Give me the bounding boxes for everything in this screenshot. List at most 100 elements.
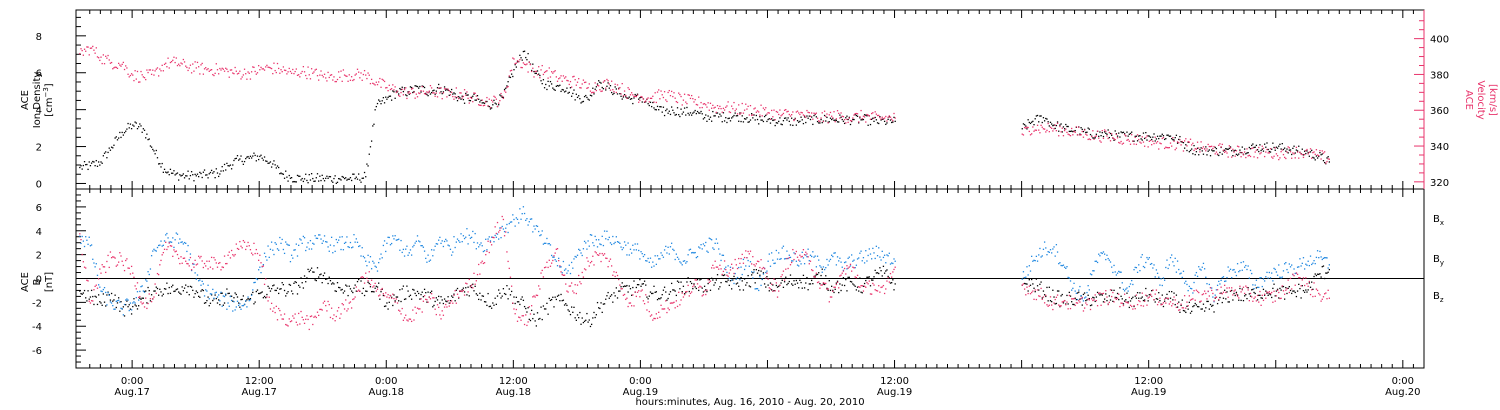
velocity-point (586, 87, 588, 89)
By-point (1129, 283, 1132, 285)
velocity-point (1125, 135, 1127, 137)
By-point (262, 264, 265, 266)
By-point (515, 217, 517, 219)
velocity-point (603, 80, 606, 82)
By-point (1309, 255, 1312, 257)
By-point (233, 301, 235, 303)
velocity-point (575, 84, 577, 86)
Bx-point (758, 269, 760, 272)
velocity-point (1021, 133, 1023, 135)
velocity-point (640, 95, 642, 98)
density-point (389, 95, 392, 97)
Bx-point (674, 290, 676, 292)
Bz-point (181, 262, 183, 264)
velocity-point (827, 122, 829, 124)
velocity-point (221, 67, 223, 69)
By-point (276, 248, 279, 250)
Bx-point (1126, 292, 1128, 294)
velocity-point (812, 118, 814, 120)
Bz-point (243, 241, 246, 243)
velocity-point (580, 87, 582, 89)
density-point (692, 112, 694, 114)
Bx-point (186, 291, 188, 294)
By-point (1158, 276, 1160, 278)
Bz-point (160, 259, 162, 262)
By-point (1100, 252, 1102, 254)
By-point (639, 258, 641, 260)
Bx-point (875, 272, 878, 274)
By-point (126, 298, 128, 300)
Bx-point (1220, 292, 1222, 294)
velocity-point (1049, 126, 1052, 128)
density-point (376, 102, 379, 105)
Bz-point (650, 314, 653, 316)
density-point (139, 123, 141, 125)
density-point (80, 165, 82, 167)
density-point (1195, 151, 1198, 153)
Bx-point (1094, 300, 1096, 303)
Bz-point (434, 308, 436, 310)
Bx-point (654, 291, 656, 294)
density-point (565, 90, 567, 92)
Bx-point (595, 314, 597, 316)
velocity-point (1220, 146, 1222, 148)
density-point (560, 90, 562, 93)
By-point (1258, 286, 1260, 289)
Bx-point (273, 284, 275, 286)
velocity-point (285, 69, 287, 72)
Bz-point (516, 320, 519, 322)
density-point (552, 87, 554, 89)
By-point (705, 241, 707, 244)
By-point (187, 244, 189, 247)
density-point (1167, 134, 1169, 136)
density-point (386, 98, 388, 100)
velocity-point (443, 88, 446, 90)
By-point (1289, 266, 1292, 268)
By-point (1143, 266, 1146, 269)
velocity-point (83, 48, 86, 50)
density-point (548, 85, 550, 87)
Bx-point (873, 276, 875, 278)
velocity-point (86, 46, 88, 48)
density-point (1188, 151, 1190, 153)
By-point (743, 268, 746, 271)
Bx-point (727, 279, 729, 281)
By-point (279, 236, 281, 239)
By-point (90, 244, 93, 246)
Bx-point (436, 299, 439, 301)
density-point (786, 119, 788, 121)
Bx-point (1240, 299, 1242, 302)
Bz-point (443, 306, 446, 308)
Bz-point (679, 304, 681, 306)
By-point (190, 269, 193, 272)
Bx-point (336, 282, 339, 284)
velocity-point (1288, 147, 1290, 149)
Bx-point (454, 300, 456, 302)
velocity-point (1167, 147, 1169, 149)
By-point (1314, 262, 1316, 265)
By-point (350, 247, 353, 249)
By-point (256, 278, 259, 281)
density-point (247, 155, 249, 158)
velocity-point (1192, 142, 1194, 144)
By-point (368, 261, 370, 263)
density-point (287, 180, 289, 182)
Bx-point (1247, 287, 1249, 289)
density-point (719, 113, 721, 115)
density-point (418, 87, 420, 89)
By-point (586, 248, 588, 250)
By-point (596, 246, 599, 248)
By-point (300, 239, 302, 241)
Bx-point (886, 269, 888, 271)
By-point (310, 248, 313, 250)
By-point (1178, 268, 1180, 271)
By-point (554, 259, 556, 261)
density-point (1142, 132, 1145, 134)
Bx-point (894, 283, 896, 285)
Bx-point (280, 288, 282, 290)
density-point (1127, 135, 1129, 137)
By-point (275, 243, 277, 245)
Bx-point (1161, 294, 1163, 296)
velocity-point (861, 117, 863, 120)
Bx-point (747, 274, 749, 277)
